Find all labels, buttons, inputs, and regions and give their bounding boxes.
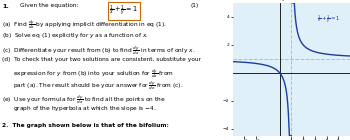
Text: $\frac{1}{x} + \frac{1}{y} = 1$: $\frac{1}{x} + \frac{1}{y} = 1$ [110, 4, 139, 18]
Text: 2.  The graph shown below is that of the bifolium:: 2. The graph shown below is that of the … [2, 122, 169, 128]
Text: (a)  Find $\frac{dy}{dx}$ by applying implicit differentiation in eq (1).: (a) Find $\frac{dy}{dx}$ by applying imp… [2, 19, 167, 31]
Text: 1.: 1. [2, 4, 9, 9]
Text: y: y [281, 0, 284, 1]
Text: (b)  Solve eq (1) explicitly for $y$ as a function of $x$.: (b) Solve eq (1) explicitly for $y$ as a… [2, 32, 149, 40]
Text: (c)  Differentiate your result from (b) to find $\frac{dy}{dx}$ in terms of only: (c) Differentiate your result from (b) t… [2, 44, 196, 57]
Text: Given the equation:: Given the equation: [20, 4, 78, 9]
Text: graph of the hyperbola at which the slope is $-4$.: graph of the hyperbola at which the slop… [13, 104, 156, 113]
Text: $\frac{1}{x}+\frac{1}{y}=1$: $\frac{1}{x}+\frac{1}{y}=1$ [317, 13, 341, 26]
Text: (1): (1) [191, 4, 199, 9]
Text: expression for $y$ from (b) into your solution for $\frac{dy}{dx}$ from: expression for $y$ from (b) into your so… [13, 68, 174, 80]
Text: part (a). The result should be your answer for $\frac{dy}{dx}$ from (c).: part (a). The result should be your answ… [13, 79, 183, 92]
Text: (d)  To check that your two solutions are consistent, substitute your: (d) To check that your two solutions are… [2, 57, 201, 62]
Text: (e)  Use your formula for $\frac{dy}{dx}$ to find all the points on the: (e) Use your formula for $\frac{dy}{dx}$… [2, 93, 166, 106]
